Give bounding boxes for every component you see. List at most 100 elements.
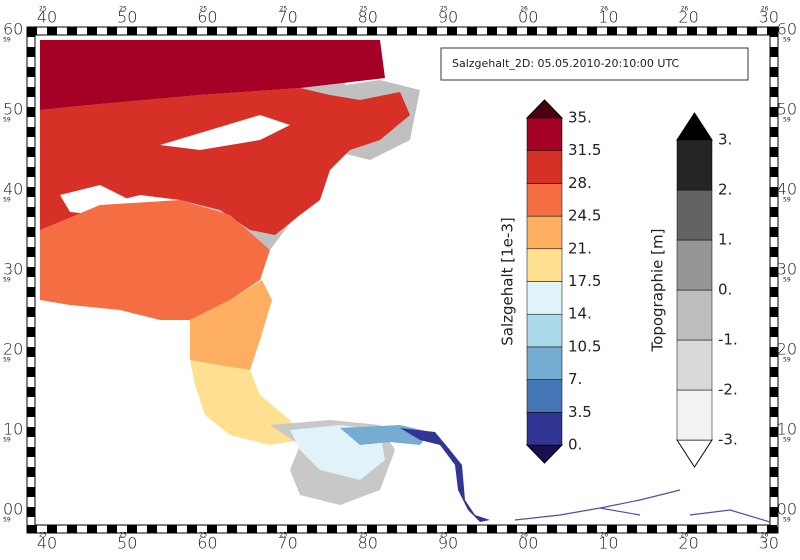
x-tick-prefix: 25 <box>440 532 448 539</box>
checker <box>267 27 277 35</box>
checker <box>467 525 477 533</box>
checker <box>27 27 35 37</box>
checker <box>647 27 657 35</box>
checker <box>167 525 177 533</box>
checker <box>770 347 778 357</box>
checker <box>770 47 778 57</box>
title: Salzgehalt_2D: 05.05.2010-20:10:00 UTC <box>452 57 680 70</box>
checker <box>47 525 57 533</box>
checker <box>770 487 778 497</box>
colorbar-tick-label: 0. <box>568 436 582 454</box>
checker <box>127 27 137 35</box>
checker <box>770 307 778 317</box>
colorbar-tick-label: 7. <box>568 370 582 388</box>
checker <box>387 525 397 533</box>
checker <box>747 525 757 533</box>
colorbar-label: Topographie [m] <box>649 229 667 353</box>
checker <box>770 207 778 217</box>
x-tick-prefix: 26 <box>520 532 528 539</box>
checker <box>187 525 197 533</box>
colorbar-segment <box>526 281 563 315</box>
colorbar-segment <box>526 412 563 446</box>
checker <box>207 525 217 533</box>
checker <box>287 27 297 35</box>
checker <box>27 447 35 457</box>
checker <box>770 467 778 477</box>
checker <box>587 525 597 533</box>
checker <box>770 247 778 257</box>
checker <box>770 127 778 137</box>
checker <box>47 27 57 35</box>
checker <box>607 525 617 533</box>
checker <box>27 367 35 377</box>
checker <box>407 525 417 533</box>
checker <box>27 427 35 437</box>
checker <box>447 525 457 533</box>
checker <box>770 527 778 533</box>
x-tick-label: 40 <box>37 534 57 553</box>
y-tick-label: 00 <box>3 500 23 519</box>
x-tick-label: 70 <box>277 8 297 27</box>
checker <box>527 525 537 533</box>
checker <box>27 147 35 157</box>
checker <box>207 27 217 35</box>
colorbar-tick-label: 28. <box>568 174 592 192</box>
checker <box>247 27 257 35</box>
x-tick-label: 60 <box>197 8 217 27</box>
checker <box>107 27 117 35</box>
y-tick-label: 20 <box>3 340 23 359</box>
x-tick-prefix: 26 <box>520 6 528 13</box>
river <box>400 428 490 522</box>
checker <box>727 27 737 35</box>
checker <box>327 525 337 533</box>
colorbar-tick-label: 0. <box>718 281 732 299</box>
checker <box>507 525 517 533</box>
checker <box>627 27 637 35</box>
x-tick-prefix: 25 <box>280 532 288 539</box>
y-tick-prefix: 59 <box>3 37 11 44</box>
y-tick-label: 40 <box>3 180 23 199</box>
checker <box>707 27 717 35</box>
checker <box>27 67 35 77</box>
checker <box>687 27 697 35</box>
checker <box>627 525 637 533</box>
salinity-area <box>40 200 270 320</box>
x-tick-label: 90 <box>438 534 458 553</box>
y-tick-prefix: 59 <box>3 517 11 524</box>
colorbar-segment <box>526 379 563 413</box>
x-tick-prefix: 25 <box>440 6 448 13</box>
checker <box>770 367 778 377</box>
checker <box>687 525 697 533</box>
checker <box>770 167 778 177</box>
checker <box>387 27 397 35</box>
y-tick-label: 40 <box>777 180 797 199</box>
checker <box>587 27 597 35</box>
x-tick-label: 30 <box>759 534 779 553</box>
checker <box>67 525 77 533</box>
checker <box>27 407 35 417</box>
y-tick-label: 00 <box>777 500 797 519</box>
checker <box>27 107 35 117</box>
x-tick-prefix: 25 <box>360 532 368 539</box>
checker <box>527 27 537 35</box>
title-box <box>440 47 749 81</box>
colorbar-segment <box>676 239 713 291</box>
y-tick-prefix: 59 <box>783 277 791 284</box>
checker <box>770 187 778 197</box>
x-tick-prefix: 25 <box>119 532 127 539</box>
checker <box>770 267 778 277</box>
x-tick-prefix: 26 <box>761 532 769 539</box>
checker <box>327 27 337 35</box>
x-tick-prefix: 25 <box>39 6 47 13</box>
checker <box>770 507 778 517</box>
colorbar-tick-label: 2. <box>718 181 732 199</box>
x-tick-label: 00 <box>518 534 538 553</box>
y-tick-prefix: 59 <box>3 277 11 284</box>
colorbar-tick-label: 3.5 <box>568 403 592 421</box>
y-tick-label: 50 <box>777 100 797 119</box>
x-tick-prefix: 25 <box>360 6 368 13</box>
x-tick-label: 30 <box>759 8 779 27</box>
river <box>514 489 771 523</box>
checker <box>567 27 577 35</box>
y-tick-label: 50 <box>3 100 23 119</box>
